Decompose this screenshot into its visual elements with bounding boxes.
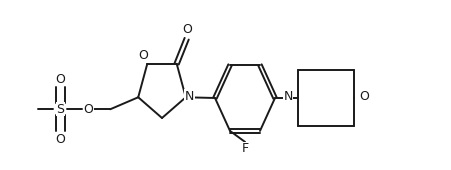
Text: F: F [241,142,248,155]
Text: O: O [83,103,93,116]
Text: N: N [184,90,194,103]
Text: O: O [55,133,65,146]
Text: O: O [181,23,191,36]
Text: O: O [358,90,368,104]
Text: N: N [283,90,292,104]
Text: O: O [55,73,65,86]
Text: O: O [138,49,148,62]
Text: S: S [56,103,64,116]
